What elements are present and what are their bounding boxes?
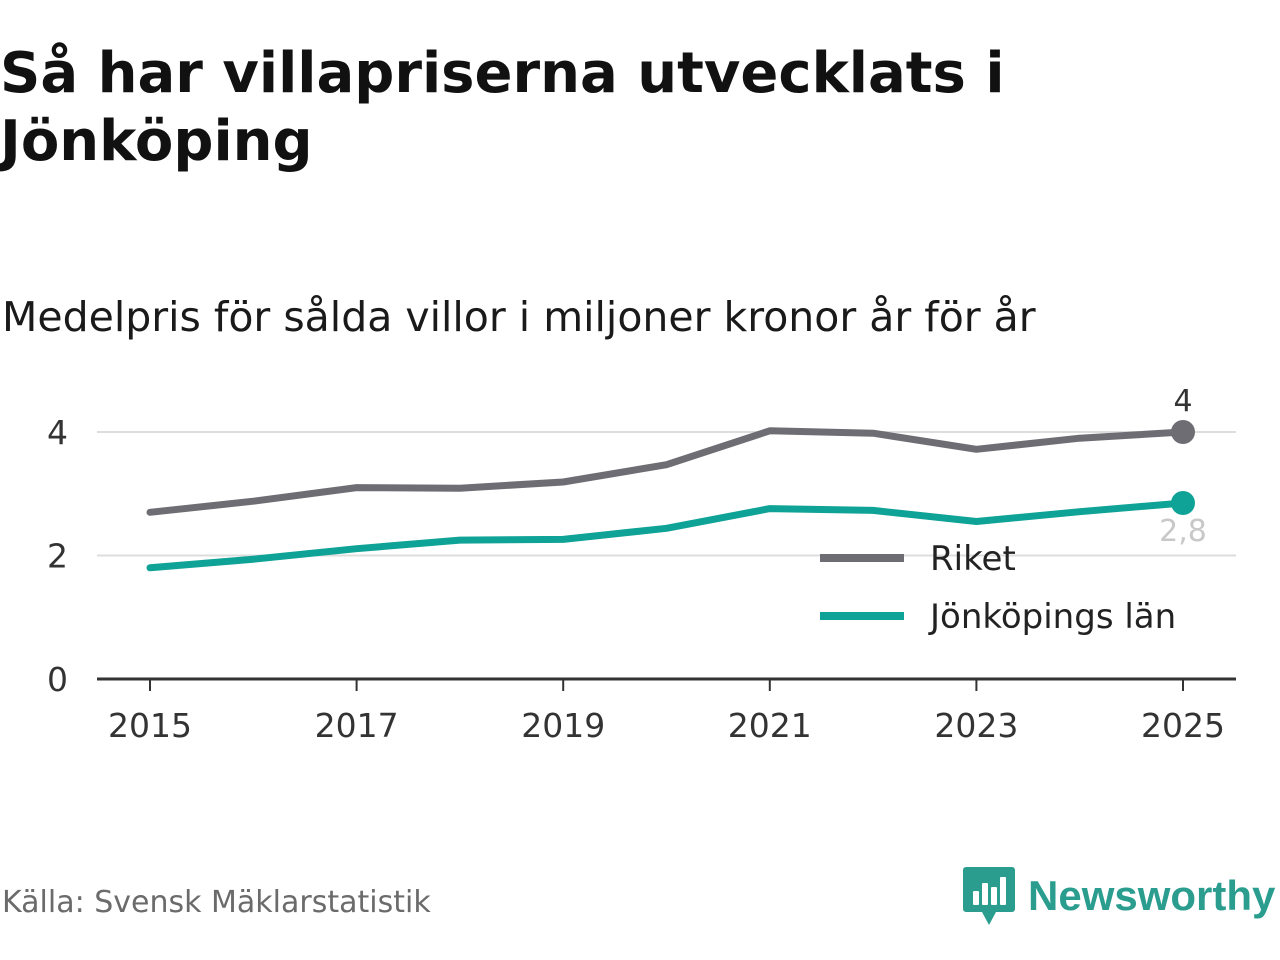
x-tick-label-2015: 2015 [108,706,192,745]
legend: Riket Jönköpings län [820,539,1176,637]
data-labels: 42,8 [1159,384,1207,549]
series-lines [146,420,1195,572]
x-axis: 2015 2017 2019 2021 2023 2025 [97,677,1236,745]
legend-label-riket: Riket [930,539,1016,579]
data-label-jonkopings-lan: 2,8 [1159,514,1207,549]
y-tick-label-0: 0 [47,660,68,699]
x-tick-label-2023: 2023 [934,706,1018,745]
x-tick-label-2021: 2021 [728,706,812,745]
x-tick-label-2019: 2019 [521,706,605,745]
y-tick-label-4: 4 [47,413,68,452]
line-chart: 2015 2017 2019 2021 2023 2025 0 2 4 Riket Jönköp… [47,384,1236,745]
chart-subtitle: Medelpris för sålda villor i miljoner kr… [2,293,1036,341]
data-label-riket: 4 [1173,384,1192,419]
x-tick-label-2017: 2017 [315,706,399,745]
series-line-riket [146,427,1187,516]
brand-name: Newsworthy [1028,872,1276,919]
y-tick-label-2: 2 [47,537,68,576]
series-end-point-jonkopings-lan [1171,491,1195,516]
source-note: Källa: Svensk Mäklarstatistik [2,885,431,920]
brand-logo: Newsworthy [962,864,1275,928]
legend-label-jonkopings-lan: Jönköpings län [928,597,1176,637]
chart-title: Så har villapriserna utvecklats i Jönköp… [0,41,1005,174]
y-axis: 0 2 4 [47,413,68,699]
newsworthy-logo-icon [963,867,1015,925]
series-end-point-riket [1171,420,1195,444]
grid-lines [97,431,1236,557]
x-tick-label-2025: 2025 [1141,706,1225,745]
series-line-jonkopings-lan [146,499,1187,572]
